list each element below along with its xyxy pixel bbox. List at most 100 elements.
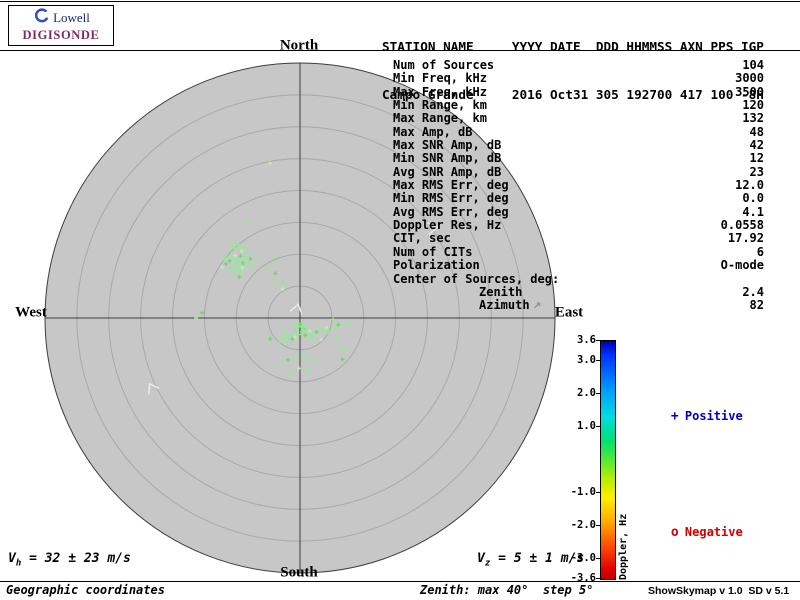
colorbar-tick bbox=[596, 492, 600, 494]
source-point bbox=[300, 353, 305, 358]
source-point bbox=[344, 320, 349, 325]
legend-positive-label: Positive bbox=[684, 409, 743, 423]
stat-row: Min Range, km 120 bbox=[393, 98, 764, 113]
stat-value: 132 bbox=[742, 111, 764, 126]
stat-label: Min Range, km bbox=[393, 98, 487, 113]
colorbar-tick bbox=[596, 525, 600, 527]
source-point bbox=[300, 327, 305, 332]
vz-symbol: V bbox=[477, 551, 485, 566]
source-point bbox=[290, 337, 295, 341]
stat-row: Num of CITs 6 bbox=[393, 244, 764, 259]
compass-north-label: North bbox=[279, 37, 319, 54]
software-version-label: ShowSkymap v 1.0 SD v 5.1 bbox=[648, 585, 790, 597]
source-point bbox=[237, 275, 242, 279]
stat-value: 12 bbox=[749, 151, 764, 166]
stat-label: Max Amp, dB bbox=[393, 124, 473, 139]
legend-positive: + Positive bbox=[642, 395, 743, 438]
vz-value: = 5 ± 1 m/s bbox=[490, 551, 585, 566]
source-point bbox=[287, 370, 292, 375]
stat-value: 3500 bbox=[735, 84, 764, 99]
stat-value: 82 bbox=[749, 298, 764, 313]
source-point bbox=[293, 355, 298, 360]
colorbar-tick-label: 2.0 bbox=[577, 386, 596, 399]
stat-row: Max Freq, kHz 3500 bbox=[393, 84, 764, 99]
logo-product-text: DIGISONDE bbox=[22, 28, 100, 42]
source-point bbox=[271, 279, 276, 284]
header-column-titles: STATION NAME YYYY DATE DDD HHMMSS AXN PP… bbox=[382, 39, 764, 54]
colorbar-tick-label: -3.0 bbox=[570, 552, 596, 565]
doppler-colorbar-gradient bbox=[600, 340, 616, 580]
source-point bbox=[296, 324, 301, 329]
source-point bbox=[284, 339, 289, 344]
source-point bbox=[290, 331, 295, 336]
colorbar-tick-label: -1.0 bbox=[570, 486, 596, 499]
source-point bbox=[306, 368, 311, 373]
stat-value: 0.0558 bbox=[720, 218, 764, 233]
plus-symbol-icon: + bbox=[670, 409, 679, 424]
colorbar-tick-label: 1.0 bbox=[577, 419, 596, 432]
source-point bbox=[286, 357, 291, 362]
source-point bbox=[233, 253, 238, 258]
source-point bbox=[307, 328, 312, 333]
source-point bbox=[228, 244, 233, 249]
compass-west-label: West bbox=[15, 304, 47, 321]
source-point bbox=[294, 321, 299, 326]
source-point bbox=[331, 317, 336, 322]
stat-label: CIT, sec bbox=[393, 231, 451, 246]
source-point bbox=[250, 262, 255, 267]
source-point bbox=[223, 253, 228, 258]
stat-value: 23 bbox=[749, 164, 764, 179]
direction-chevron bbox=[426, 222, 439, 236]
vh-symbol: V bbox=[8, 551, 16, 566]
source-point bbox=[314, 329, 319, 334]
stat-label: Max RMS Err, deg bbox=[393, 178, 509, 193]
compass-east-label: East bbox=[554, 304, 584, 321]
stat-row: Center of Sources, deg: bbox=[393, 271, 764, 286]
stat-value: 12.0 bbox=[735, 178, 764, 193]
source-point bbox=[277, 340, 282, 345]
stat-label: Num of CITs bbox=[393, 244, 473, 259]
source-point bbox=[303, 333, 308, 338]
source-point bbox=[268, 336, 273, 341]
stat-row: Polarization O-mode bbox=[393, 258, 764, 272]
stat-label: Avg SNR Amp, dB bbox=[393, 164, 502, 179]
stat-label: Zenith bbox=[479, 284, 523, 299]
source-point bbox=[302, 324, 307, 329]
source-point bbox=[279, 334, 284, 339]
stat-row: Avg RMS Err, deg 4.1 bbox=[393, 205, 764, 219]
source-point bbox=[234, 260, 238, 265]
source-point bbox=[240, 265, 245, 270]
source-point bbox=[238, 260, 243, 265]
source-point bbox=[340, 357, 345, 362]
stat-label: Doppler Res, Hz bbox=[393, 218, 502, 233]
colorbar-tick bbox=[596, 558, 600, 560]
stat-label: Max Range, km bbox=[393, 111, 487, 126]
legend-negative-label: Negative bbox=[684, 525, 743, 539]
stat-label: Num of Sources bbox=[393, 58, 495, 72]
source-point bbox=[296, 332, 301, 337]
stats-panel: Num of Sources 104 Min Freq, kHz 3000 Max Fr… bbox=[393, 58, 764, 314]
source-point bbox=[298, 322, 303, 327]
stat-row: Max Range, km 132 bbox=[393, 111, 764, 126]
circle-symbol-icon: o bbox=[670, 525, 679, 540]
source-point bbox=[268, 161, 272, 166]
compass-south-label: South bbox=[280, 564, 318, 581]
stat-label: Center of Sources, deg: bbox=[393, 271, 560, 286]
source-point bbox=[200, 310, 204, 315]
stat-label: Min RMS Err, deg bbox=[393, 191, 509, 206]
lowell-digisonde-logo: Lowell DIGISONDE bbox=[8, 5, 114, 46]
station-header: STATION NAME YYYY DATE DDD HHMMSS AXN PP… bbox=[382, 7, 764, 135]
source-point bbox=[324, 325, 329, 330]
stat-row: Min SNR Amp, dB 12 bbox=[393, 151, 764, 166]
stat-label: Max Freq, kHz bbox=[393, 84, 487, 99]
source-point bbox=[280, 287, 285, 291]
stat-row: Max RMS Err, deg 12.0 bbox=[393, 178, 764, 193]
colorbar-tick-label: 3.6 bbox=[577, 334, 596, 346]
source-point bbox=[306, 356, 311, 361]
source-point bbox=[312, 336, 317, 341]
stat-row: Max SNR Amp, dB 42 bbox=[393, 138, 764, 152]
source-point bbox=[245, 221, 250, 226]
colorbar-tick bbox=[596, 425, 600, 427]
source-point bbox=[265, 265, 269, 270]
source-point bbox=[245, 263, 250, 268]
